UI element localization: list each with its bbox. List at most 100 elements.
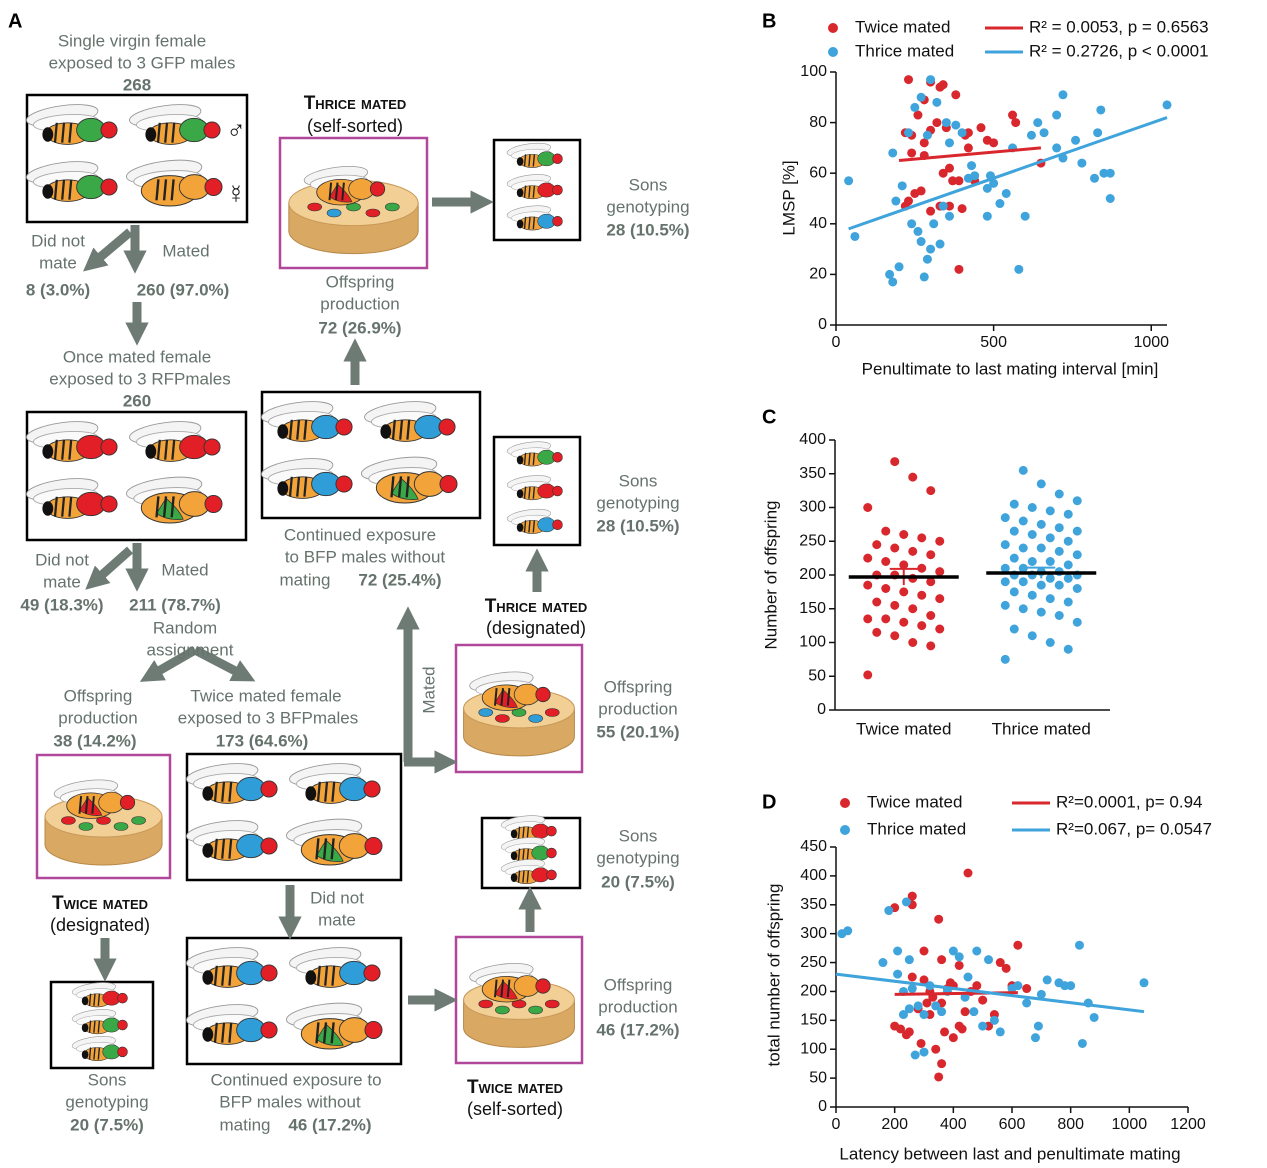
stripe	[61, 122, 66, 143]
stripe	[322, 1022, 328, 1044]
abdomen-tip	[145, 444, 157, 459]
stripe	[532, 216, 536, 230]
point	[1063, 573, 1073, 583]
point	[894, 262, 904, 272]
point	[1018, 516, 1028, 526]
point	[917, 590, 927, 600]
fly	[500, 815, 557, 841]
diagram-text: assignment	[147, 640, 234, 659]
fly	[26, 421, 118, 462]
stripe	[213, 781, 218, 802]
diagram-text: Twice mated	[52, 893, 148, 914]
diagram-text: mate	[318, 910, 356, 929]
stripe	[528, 486, 531, 499]
legend-label: R²=0.067, p= 0.0547	[1056, 819, 1212, 838]
point	[907, 148, 917, 158]
y-tick-label: 400	[800, 867, 827, 884]
diagram-text: Sons	[629, 175, 668, 194]
x-axis-label: Latency between last and penultimate mat…	[839, 1144, 1180, 1163]
point	[1063, 560, 1073, 570]
stripe	[532, 486, 536, 499]
point	[917, 563, 927, 573]
stripe	[391, 419, 396, 440]
diagram-text: Thrice mated	[304, 93, 407, 114]
legend-marker	[828, 47, 838, 57]
stripe	[522, 870, 525, 883]
stripe	[170, 496, 175, 518]
point	[1099, 168, 1109, 178]
fly	[125, 159, 223, 207]
point	[931, 1001, 941, 1011]
arrow	[83, 228, 133, 272]
diagram-text: (self-sorted)	[467, 1099, 563, 1119]
abdomen-tip	[145, 127, 157, 142]
y-axis-label: total number of offspring	[764, 883, 783, 1066]
y-tick-label: 20	[809, 266, 827, 283]
point	[898, 1010, 908, 1020]
legend-label: Twice mated	[855, 17, 950, 36]
point	[901, 897, 911, 907]
legend-label: Twice mated	[867, 792, 962, 811]
x-tick-label: 200	[881, 1116, 908, 1133]
head	[117, 1019, 128, 1031]
diagram-text: mate	[39, 253, 77, 272]
point	[1009, 587, 1019, 597]
point	[1072, 550, 1082, 560]
stripe	[331, 965, 336, 986]
abdomen-tip	[202, 843, 214, 858]
head	[119, 794, 136, 811]
stripe	[330, 838, 335, 860]
point	[1063, 597, 1073, 607]
fly	[186, 763, 278, 804]
diagram-text: (self-sorted)	[307, 116, 403, 136]
stripe	[330, 1022, 335, 1044]
point	[907, 972, 917, 982]
point	[957, 128, 967, 138]
x-tick-label: 600	[999, 1116, 1026, 1133]
point	[863, 503, 873, 512]
point	[976, 123, 986, 133]
diagram-text: Mated	[162, 241, 209, 260]
stripe	[523, 216, 527, 230]
diagram-text: Continued exposure to	[210, 1070, 381, 1089]
point	[1001, 188, 1011, 198]
stripe	[526, 848, 530, 861]
diagram-text: (designated)	[50, 915, 150, 935]
point	[937, 1007, 947, 1017]
stripe	[526, 826, 530, 839]
point	[935, 624, 945, 634]
point	[1036, 519, 1046, 529]
stripe	[506, 688, 511, 706]
point	[963, 868, 973, 878]
point	[1008, 110, 1018, 120]
diagram-text: Offspring	[326, 272, 395, 291]
stripe	[93, 1020, 96, 1033]
stripe	[532, 185, 536, 198]
point	[904, 1004, 914, 1014]
diagram-text: genotyping	[606, 197, 689, 216]
head	[203, 121, 221, 139]
head	[117, 1046, 128, 1058]
point	[982, 183, 992, 193]
diagram-text: 260 (97.0%)	[137, 280, 230, 299]
arrow	[139, 646, 198, 682]
point	[1096, 105, 1106, 115]
y-tick-label: 0	[817, 701, 826, 718]
point	[934, 914, 944, 924]
abdomen-tip	[81, 1050, 89, 1060]
point	[960, 992, 970, 1002]
stripe	[228, 838, 233, 859]
point	[890, 600, 900, 610]
point	[1013, 940, 1023, 950]
fly	[186, 947, 278, 988]
diagram-text: Offspring	[64, 686, 133, 705]
y-tick-label: 80	[809, 114, 827, 131]
stripe	[97, 1047, 101, 1060]
point	[878, 958, 888, 968]
point	[1036, 543, 1046, 553]
stripe	[315, 1022, 320, 1044]
point	[919, 946, 929, 956]
stripe	[288, 419, 293, 440]
stripe	[213, 1022, 218, 1043]
point	[1139, 978, 1149, 988]
